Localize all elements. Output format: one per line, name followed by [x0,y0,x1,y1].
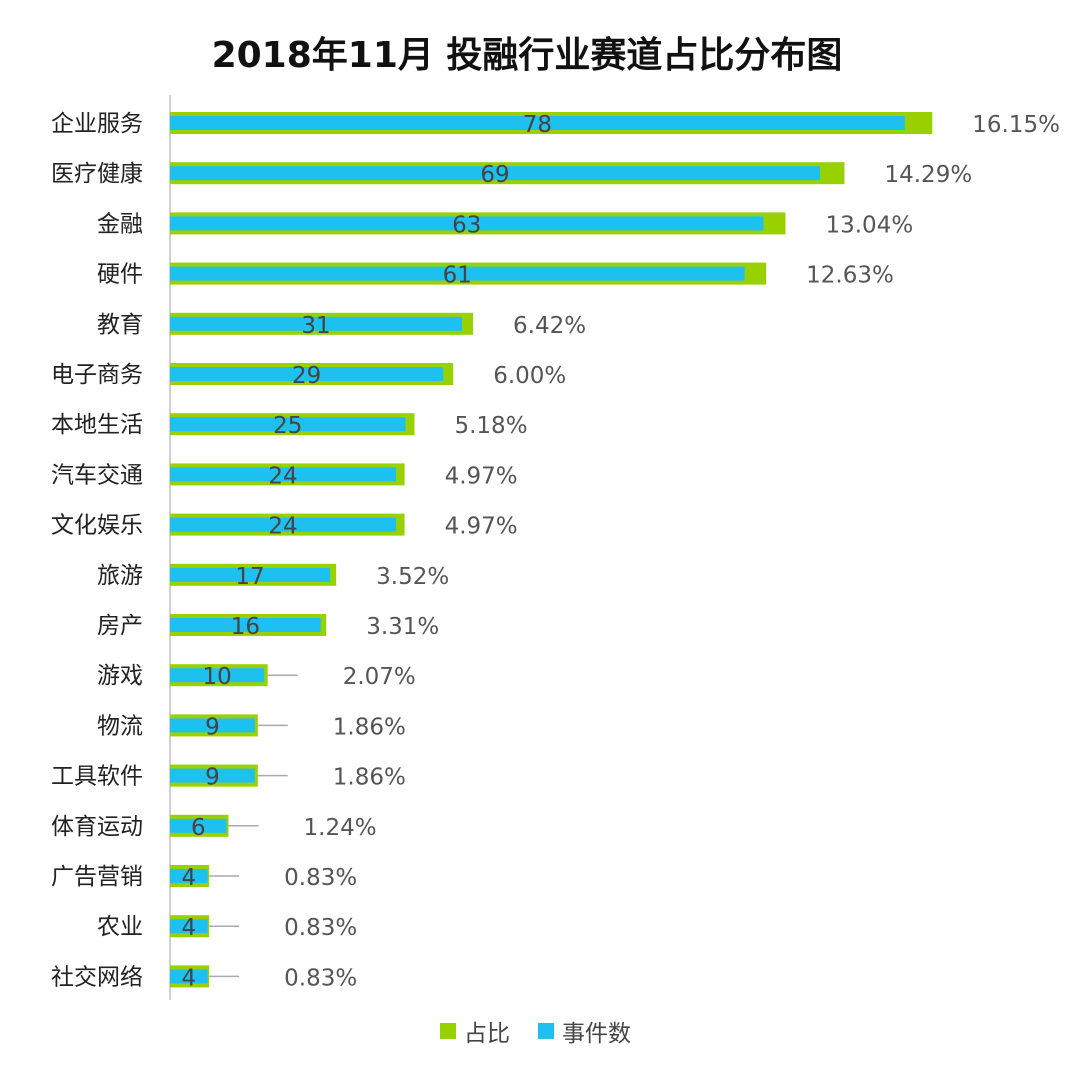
percent-label: 6.00% [493,363,566,389]
count-bar [170,869,208,883]
count-bar [170,768,255,783]
count-label: 63 [452,212,481,238]
count-bar [170,417,406,432]
count-label: 24 [268,463,297,489]
category-label: 农业 [97,914,143,940]
percent-label: 12.63% [806,263,894,289]
count-label: 31 [301,313,330,339]
count-label: 29 [292,363,321,389]
chart-title: 2018年11月 投融行业赛道占比分布图 [211,35,843,76]
category-label: 社交网络 [51,964,143,990]
count-bar [170,166,820,181]
count-label: 6 [191,815,206,841]
category-label: 金融 [97,211,143,237]
percent-label: 1.86% [333,765,406,791]
category-label: 企业服务 [51,111,143,137]
count-label: 24 [268,514,297,540]
count-bar [170,567,331,582]
legend: 占比 事件数 [440,1014,631,1048]
percent-label: 3.52% [376,564,449,590]
count-label: 9 [205,714,220,740]
count-label: 61 [443,263,472,289]
percent-label: 0.83% [284,865,357,891]
percent-label: 2.07% [343,664,416,690]
count-label: 78 [523,112,552,138]
category-label: 游戏 [97,663,143,689]
category-label: 教育 [97,312,143,338]
count-label: 17 [235,564,264,590]
count-label: 25 [273,413,302,439]
count-label: 69 [480,162,509,188]
percent-label: 1.86% [333,714,406,740]
count-bar [170,367,444,381]
legend-label-count: 事件数 [562,1021,631,1047]
category-label: 汽车交通 [51,462,143,488]
count-label: 16 [231,614,260,640]
count-bar [170,116,905,130]
count-bar [170,818,227,833]
count-label: 4 [182,865,197,891]
category-label: 工具软件 [51,764,143,790]
category-label: 文化娱乐 [51,513,143,539]
percent-label: 3.31% [366,614,439,640]
percent-label: 6.42% [513,313,586,339]
percent-label: 5.18% [454,413,527,439]
count-label: 4 [182,915,197,941]
count-bar [170,216,764,231]
category-label: 广告营销 [51,864,143,890]
legend-swatch-share [440,1023,456,1039]
category-label: 体育运动 [51,814,143,840]
count-bar [170,467,397,482]
count-bar [170,919,208,934]
category-label: 硬件 [97,262,143,288]
percent-label: 13.04% [825,212,913,238]
category-label: 旅游 [97,563,143,589]
category-label: 电子商务 [51,362,143,388]
count-label: 9 [205,765,220,791]
count-bar [170,316,463,331]
percent-label: 4.97% [445,463,518,489]
category-label: 物流 [97,713,143,739]
category-label: 房产 [97,613,143,639]
percent-label: 4.97% [445,514,518,540]
count-bar [170,668,265,683]
percent-label: 1.24% [304,815,377,841]
count-bar [170,266,745,281]
category-label: 本地生活 [51,412,143,438]
category-label: 医疗健康 [51,161,143,187]
percent-label: 0.83% [284,915,357,941]
percent-label: 0.83% [284,965,357,991]
count-label: 4 [182,965,197,991]
percent-label: 14.29% [884,162,972,188]
count-label: 10 [202,664,231,690]
legend-label-share: 占比 [464,1021,510,1047]
count-bar [170,618,321,632]
percent-label: 16.15% [972,112,1060,138]
count-bar [170,517,397,532]
count-bar [170,718,255,733]
legend-swatch-count [538,1023,554,1039]
count-bar [170,969,208,984]
